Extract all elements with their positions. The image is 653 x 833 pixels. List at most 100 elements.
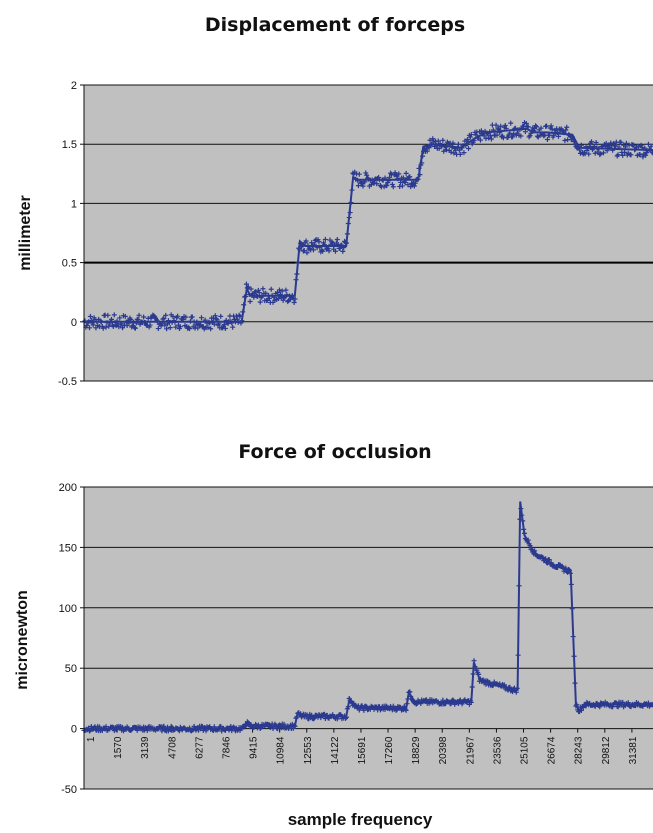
data-point	[548, 123, 554, 129]
data-point	[341, 245, 347, 251]
data-point	[187, 725, 193, 731]
data-point	[344, 231, 350, 237]
data-point	[441, 148, 447, 154]
data-point	[517, 516, 523, 522]
data-point	[578, 142, 584, 148]
data-point	[466, 145, 472, 151]
data-point	[393, 707, 399, 713]
data-point	[131, 325, 137, 331]
data-point	[610, 147, 616, 153]
data-point	[487, 679, 493, 685]
data-point	[136, 312, 142, 318]
data-point	[363, 703, 369, 709]
data-point	[600, 150, 606, 156]
data-point	[103, 724, 109, 730]
data-point	[520, 518, 526, 524]
data-point	[508, 120, 514, 126]
data-point	[180, 317, 186, 323]
data-point	[525, 124, 531, 130]
data-point	[407, 174, 413, 180]
data-point	[230, 324, 236, 330]
data-point	[571, 138, 577, 144]
data-point	[613, 700, 619, 706]
data-point	[449, 144, 455, 150]
data-point	[518, 133, 524, 139]
data-point	[417, 172, 423, 178]
data-point	[639, 144, 645, 150]
data-point	[110, 323, 116, 329]
y-tick-label: 0	[71, 317, 77, 329]
data-point	[538, 125, 544, 131]
data-point	[237, 313, 243, 319]
data-point	[356, 171, 362, 177]
data-point	[411, 183, 417, 189]
data-point	[197, 323, 203, 329]
data-point	[420, 153, 426, 159]
data-point	[85, 320, 91, 326]
data-point	[514, 685, 520, 691]
data-point	[151, 313, 157, 319]
data-point	[186, 325, 192, 331]
data-point	[254, 294, 260, 300]
x-tick-label: 21967	[465, 736, 476, 764]
data-point	[158, 323, 164, 329]
data-point	[398, 179, 404, 185]
data-point	[597, 152, 603, 158]
data-point	[340, 248, 346, 254]
data-point	[212, 313, 218, 319]
data-point	[616, 144, 622, 150]
y-tick-label: 50	[65, 663, 77, 675]
data-point	[450, 140, 456, 146]
data-point	[576, 144, 582, 150]
data-point	[159, 320, 165, 326]
data-point	[363, 170, 369, 176]
data-point	[470, 671, 476, 677]
data-point	[395, 176, 401, 182]
data-point	[543, 556, 549, 562]
data-point	[292, 296, 298, 302]
data-point	[593, 139, 599, 145]
data-point	[457, 151, 463, 157]
data-point	[198, 315, 204, 321]
data-point	[289, 293, 295, 299]
data-point	[229, 320, 235, 326]
data-point	[343, 714, 349, 720]
data-point	[455, 141, 461, 147]
x-tick-label: 1	[86, 736, 97, 742]
data-point	[162, 322, 168, 328]
force-chart: Force of occlusion -50 0 50 100 150 200 1 1570…	[14, 441, 653, 829]
data-point	[354, 177, 360, 183]
data-point	[374, 181, 380, 187]
data-point	[245, 720, 251, 726]
data-point	[568, 581, 574, 587]
data-point	[386, 178, 392, 184]
data-point	[297, 247, 303, 253]
data-point	[430, 136, 436, 142]
data-point	[522, 129, 528, 135]
data-point	[502, 122, 508, 128]
data-point	[401, 703, 407, 709]
gridlines	[84, 486, 653, 790]
data-point	[309, 240, 315, 246]
data-point	[523, 120, 529, 126]
data-point	[507, 684, 513, 690]
y-axis-ticks: -50 0 50 100 150 200	[59, 482, 84, 796]
data-point	[268, 286, 274, 292]
data-point	[529, 547, 535, 553]
data-point	[589, 139, 595, 145]
data-point	[645, 141, 651, 147]
data-point	[111, 312, 117, 318]
data-point	[415, 176, 421, 182]
data-point	[283, 287, 289, 293]
data-point	[276, 296, 282, 302]
data-point	[218, 723, 224, 729]
data-point	[106, 323, 112, 329]
data-point	[383, 703, 389, 709]
data-point	[376, 174, 382, 180]
data-point	[468, 699, 474, 705]
data-point	[202, 317, 208, 323]
data-point	[281, 295, 287, 301]
data-point	[109, 316, 115, 322]
data-point	[214, 317, 220, 323]
data-point	[154, 318, 160, 324]
